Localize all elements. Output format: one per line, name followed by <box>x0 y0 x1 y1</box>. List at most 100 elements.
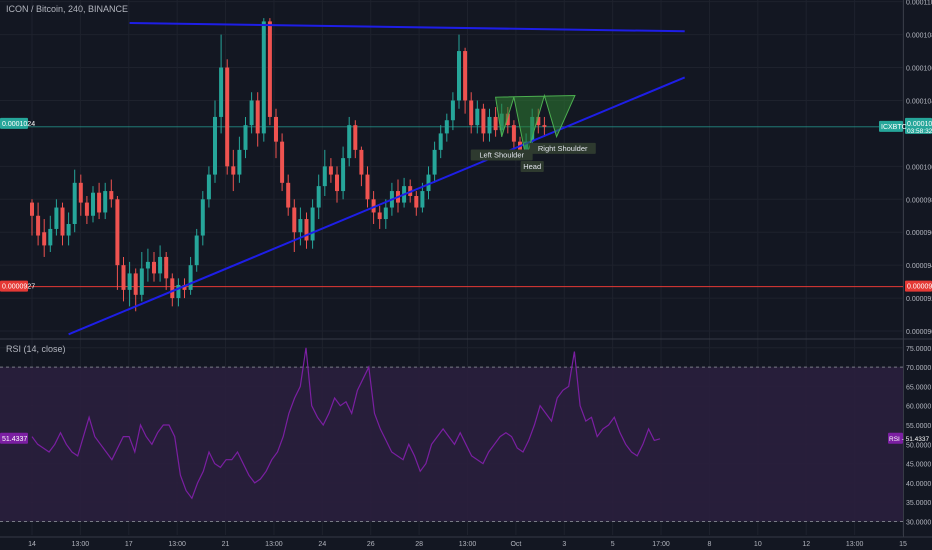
candle-body <box>164 256 169 279</box>
support-price-badge-right-bg <box>905 280 932 292</box>
candle-body <box>469 100 474 126</box>
candle-body <box>30 202 34 216</box>
candle-body <box>463 51 468 101</box>
time-tick-label: 13:00 <box>168 541 186 548</box>
candle-body <box>414 196 419 208</box>
candle-body <box>536 116 541 126</box>
candle-body <box>103 191 108 213</box>
rsi-title: RSI (14, close) <box>6 344 66 354</box>
head-label: Head <box>523 162 541 171</box>
candle-body <box>292 207 297 233</box>
rsi-current-label: RSI - 51.4337 <box>889 436 929 443</box>
candle-body <box>213 116 217 175</box>
rsi-line <box>31 347 661 500</box>
candle-body <box>426 174 431 192</box>
time-tick-label: 13:00 <box>459 541 477 548</box>
chart-title: ICON / Bitcoin, 240, BINANCE <box>6 4 129 14</box>
candle-body <box>231 166 236 175</box>
candle-body <box>91 192 95 216</box>
candle-body <box>84 202 89 216</box>
candle-body <box>286 182 291 208</box>
rsi-layer <box>31 347 661 500</box>
time-tick-label: 28 <box>415 541 423 548</box>
candle-body <box>115 199 120 266</box>
current-price-badge-right: 0.0001024 <box>907 121 932 128</box>
rsi-tick-label: 40.0000 <box>906 481 931 488</box>
candle-body <box>542 125 547 127</box>
candle-body <box>109 191 114 200</box>
candle-body <box>341 158 346 192</box>
candle-body <box>316 186 321 208</box>
pattern-layer: Left Shoulder Head Right Shoulder <box>470 93 596 172</box>
candle-body <box>505 113 510 126</box>
rsi-tick-label: 30.0000 <box>906 519 931 526</box>
symbol-badge-bg <box>879 120 903 132</box>
rsi-tick-label: 55.0000 <box>906 423 931 430</box>
price-tick-label: 0.0001080 <box>906 33 932 40</box>
right-shoulder-label-bg <box>529 142 596 154</box>
candle-body <box>365 174 370 200</box>
time-tick-label: 10 <box>754 541 762 548</box>
price-tick-label: 0.0001060 <box>906 66 932 73</box>
candle-body <box>249 100 254 126</box>
time-tick-label: 15 <box>899 541 907 548</box>
candle-body <box>353 125 358 150</box>
candle-body <box>176 284 181 299</box>
trendline-upper <box>129 22 685 33</box>
candle-body <box>255 100 260 134</box>
rsi-value-badge-left-bg <box>0 432 28 444</box>
rsi-band-layer <box>0 366 903 522</box>
rsi-tick-label: 75.0000 <box>906 346 931 353</box>
candle-body <box>280 141 285 183</box>
left-shoulder-label: Left Shoulder <box>479 150 524 159</box>
time-tick-label: 13:00 <box>265 541 283 548</box>
trendline-lower <box>68 76 686 336</box>
candle-body <box>493 116 498 131</box>
candle-body <box>371 199 376 213</box>
trend-layer <box>68 22 686 336</box>
candle-body <box>511 125 516 142</box>
candle-body <box>78 182 83 203</box>
time-tick-label: 5 <box>611 541 615 548</box>
candle-body <box>170 278 175 299</box>
price-tick-label: 0.0001000 <box>906 164 932 171</box>
candle-body <box>48 228 53 246</box>
candle-body <box>152 261 156 274</box>
price-tick-label: 0.0000960 <box>906 230 932 237</box>
rsi-tick-label: 35.0000 <box>906 500 931 507</box>
price-tick-label: 0.0000940 <box>906 263 932 270</box>
time-tick-label: 13:00 <box>72 541 90 548</box>
candle-body <box>335 174 339 192</box>
current-price-badge-right-bg <box>905 117 932 134</box>
candle-body <box>444 120 449 134</box>
time-tick-label: 14 <box>28 541 36 548</box>
candle-body <box>121 265 126 290</box>
candle-body <box>66 224 71 236</box>
current-price-badge-left: 0.0001024 <box>2 121 35 128</box>
candle-body <box>60 207 65 236</box>
head-shoulders-pattern <box>495 93 576 159</box>
time-tick-label: 8 <box>707 541 711 548</box>
support-price-badge-right: 0.0000927 <box>907 284 932 291</box>
candle-body <box>145 261 150 269</box>
candle-body <box>267 21 272 117</box>
time-tick-label: 12 <box>802 541 810 548</box>
current-price-badge-right-sub: 03:58:32 <box>907 128 932 135</box>
time-tick-label: 13:00 <box>846 541 864 548</box>
support-layer <box>0 126 903 288</box>
candle-body <box>457 51 461 101</box>
candle-body <box>347 125 352 159</box>
candle-body <box>158 256 163 274</box>
candle-body <box>475 108 480 126</box>
candle-body <box>219 67 224 117</box>
candle-body <box>274 116 278 142</box>
candle-body <box>518 141 522 154</box>
current-price-badge-left-bg <box>0 117 28 129</box>
badge-layer: 0.00010240.000102403:58:320.00009270.000… <box>0 117 932 444</box>
price-tick-label: 0.0000900 <box>906 329 932 336</box>
time-tick-label: 21 <box>222 541 230 548</box>
left-shoulder-label-bg <box>470 149 533 161</box>
candle-body <box>450 100 455 121</box>
candle-layer <box>30 18 547 312</box>
